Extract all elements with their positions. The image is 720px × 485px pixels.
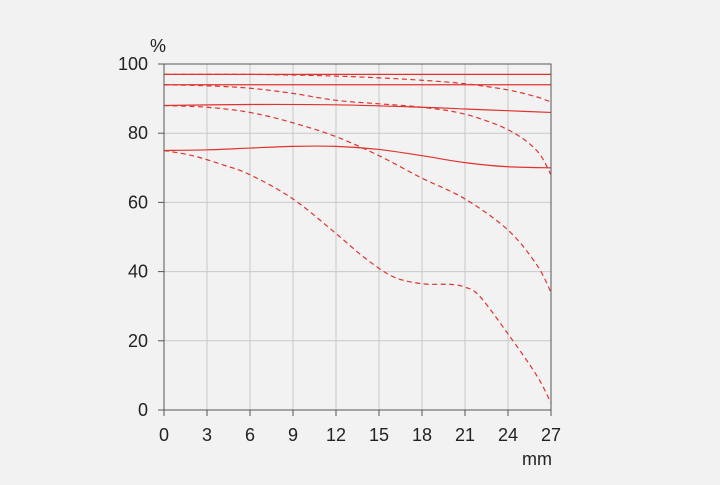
x-tick-label: 21 [455, 425, 475, 445]
x-tick-label: 24 [498, 425, 518, 445]
y-tick-label: 40 [128, 262, 148, 282]
plot-area [164, 64, 551, 410]
x-tick-label: 18 [412, 425, 432, 445]
solid-series-line-3 [163, 103, 552, 114]
y-tick-label: 80 [128, 123, 148, 143]
x-tick-label: 0 [159, 425, 169, 445]
axis-ticks: 0 3 6 9 12 15 18 21 24 27 0 20 40 60 80 100 [118, 54, 561, 445]
x-tick-label: 9 [288, 425, 298, 445]
y-tick-label: 100 [118, 54, 148, 74]
dashed-series-line-5 [164, 73, 552, 103]
x-tick-label: 15 [369, 425, 389, 445]
y-tick-label: 20 [128, 331, 148, 351]
y-tick-label: 0 [138, 400, 148, 420]
y-tick-label: 60 [128, 192, 148, 212]
x-tick-label: 12 [326, 425, 346, 445]
x-tick-label: 3 [202, 425, 212, 445]
x-tick-label: 6 [245, 425, 255, 445]
y-axis-label: % [150, 36, 166, 56]
series-lines [163, 73, 552, 404]
x-axis-label: mm [522, 449, 552, 469]
solid-series-line-4 [163, 145, 552, 169]
dashed-series-line-7 [163, 104, 552, 293]
plot-frame [163, 63, 552, 411]
x-tick-label: 27 [541, 425, 561, 445]
dashed-series-line-8 [163, 149, 552, 404]
dashed-series-line-6 [163, 84, 552, 176]
